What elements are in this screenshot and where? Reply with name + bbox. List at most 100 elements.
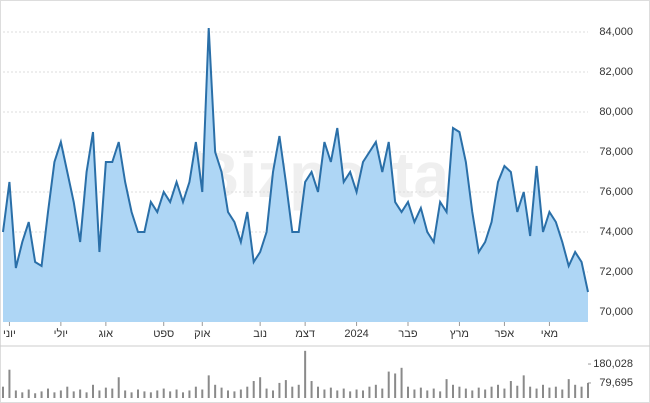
- volume-bar: [272, 390, 274, 398]
- volume-bar: [374, 384, 377, 398]
- volume-bar: [53, 392, 56, 398]
- volume-bar: [143, 391, 146, 398]
- volume-bar: [156, 390, 159, 398]
- volume-bar: [407, 386, 409, 398]
- volume-bar: [194, 386, 197, 398]
- volume-bar: [362, 390, 364, 398]
- volume-bar: [59, 390, 62, 398]
- volume-bar: [284, 380, 287, 398]
- y-tick-label: 79,695: [599, 377, 633, 389]
- volume-bar: [554, 386, 557, 398]
- volume-bar: [2, 386, 4, 398]
- volume-bar: [329, 387, 332, 398]
- y-tick-label: 74,000: [599, 226, 633, 238]
- volume-bar: [342, 388, 345, 398]
- volume-bar: [561, 389, 564, 398]
- volume-bar: [265, 388, 268, 398]
- volume-bar: [574, 384, 577, 398]
- volume-bar: [317, 386, 319, 398]
- y-tick-label: 82,000: [599, 66, 633, 78]
- y-tick-label: 78,000: [599, 146, 633, 158]
- y-tick-label: 180,028: [593, 358, 633, 370]
- x-tick-label: יוני: [3, 328, 16, 340]
- volume-bar: [336, 390, 339, 398]
- volume-bar: [580, 386, 583, 398]
- volume-bar: [201, 389, 204, 398]
- volume-bar: [567, 379, 570, 398]
- volume-bar: [355, 389, 358, 398]
- volume-bar: [548, 387, 551, 398]
- volume-bar: [239, 389, 242, 398]
- x-tick-label: אוק: [194, 328, 210, 340]
- volume-bar: [432, 388, 435, 398]
- x-tick-label: מאי: [541, 328, 558, 340]
- volume-bar: [104, 387, 107, 398]
- volume-bar: [182, 392, 184, 398]
- y-tick-label: 72,000: [599, 266, 633, 278]
- volume-bar: [34, 393, 37, 398]
- volume-bar: [92, 384, 94, 398]
- volume-bar: [66, 386, 69, 398]
- volume-bar: [72, 391, 75, 398]
- volume-bar: [252, 381, 255, 398]
- volume-bar: [47, 388, 49, 398]
- volume-bar: [503, 388, 506, 398]
- volume-bar: [323, 389, 326, 398]
- volume-bar: [387, 371, 390, 398]
- x-tick-label: יולי: [54, 327, 68, 340]
- volume-bar: [21, 392, 24, 398]
- volume-bar: [227, 390, 229, 398]
- volume-bar: [137, 389, 139, 398]
- volume-bar: [278, 382, 281, 398]
- x-tick-label: מרץ: [450, 328, 469, 340]
- volume-bar: [535, 388, 538, 398]
- volume-bar: [297, 384, 300, 398]
- volume-bar: [14, 390, 17, 398]
- volume-bar: [40, 391, 43, 398]
- volume-bar: [542, 384, 544, 398]
- volume-bar: [419, 387, 422, 398]
- volume-bar: [98, 390, 101, 398]
- volume-bar: [85, 392, 88, 398]
- x-tick-label: אפר: [495, 328, 515, 340]
- volume-bar: [291, 386, 294, 398]
- volume-bar: [246, 386, 249, 398]
- volume-bar: [111, 388, 114, 398]
- volume-bar: [413, 389, 416, 398]
- volume-bar: [207, 375, 210, 398]
- volume-bar: [464, 388, 467, 398]
- y-tick-label: 80,000: [599, 106, 633, 118]
- price-line: [2, 27, 589, 293]
- volume-bar: [426, 390, 429, 398]
- volume-bar: [452, 384, 454, 398]
- volume-bar: [169, 391, 172, 398]
- x-tick-label: פבר: [398, 328, 417, 340]
- volume-bar: [439, 391, 442, 398]
- volume-bar: [368, 386, 371, 398]
- volume-bar: [529, 386, 532, 398]
- volume-bar: [490, 386, 493, 398]
- volume-bar: [522, 375, 525, 398]
- volume-bar: [259, 377, 262, 398]
- volume-bar: [497, 384, 499, 398]
- volume-bar: [175, 389, 178, 398]
- volume-bar: [162, 388, 165, 398]
- volume-bar: [381, 388, 384, 398]
- volume-bar: [400, 367, 403, 398]
- volume-bar: [214, 384, 217, 398]
- volume-bar: [79, 389, 82, 398]
- volume-bar: [304, 350, 307, 398]
- volume-bar: [471, 390, 474, 398]
- x-tick-label: ספט: [153, 328, 174, 340]
- volume-bar: [310, 381, 313, 398]
- y-tick-label: 76,000: [599, 186, 633, 198]
- x-tick-label: 2024: [344, 328, 368, 340]
- volume-bar: [394, 373, 397, 398]
- area: [3, 28, 588, 322]
- volume-bar: [349, 391, 352, 398]
- volume-bar: [587, 382, 589, 398]
- y-tick-label: 70,000: [599, 306, 633, 318]
- volume-bar: [516, 385, 519, 398]
- volume-bar: [445, 379, 448, 398]
